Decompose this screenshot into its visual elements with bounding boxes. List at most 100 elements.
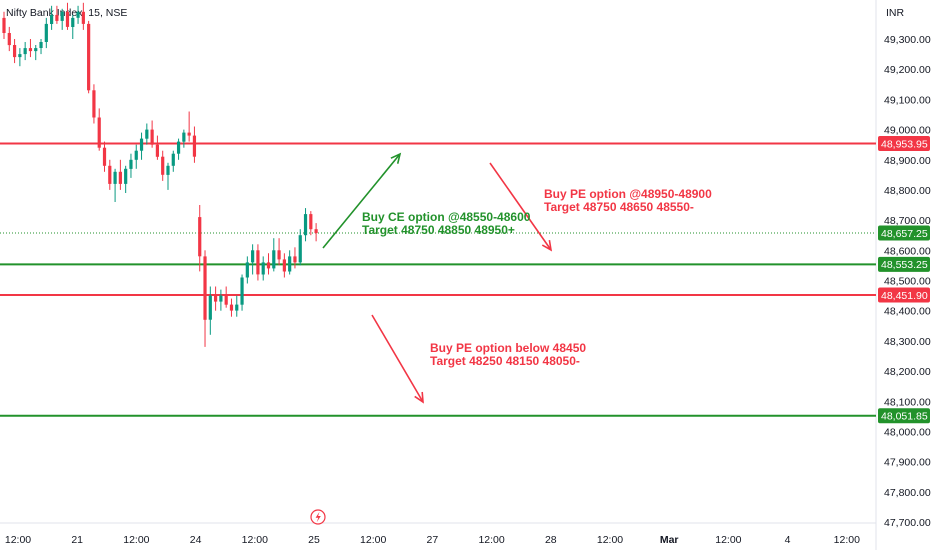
candle-body — [18, 54, 22, 58]
candle-body — [155, 144, 160, 157]
time-tick-label: 25 — [308, 534, 320, 546]
price-tick-label: 48,800.00 — [884, 185, 931, 197]
candle-body — [203, 256, 207, 320]
price-badge-label: 48,553.25 — [881, 259, 928, 271]
time-tick-label: 12:00 — [360, 534, 386, 546]
candle-body — [145, 129, 149, 139]
candle-body — [198, 217, 202, 257]
price-tick-label: 47,900.00 — [884, 457, 931, 469]
candle-body — [108, 165, 112, 184]
annotation-text: Target 48250 48150 48050- — [430, 354, 580, 368]
price-tick-label: 49,100.00 — [884, 94, 931, 106]
candle-body — [118, 171, 122, 184]
candle-body — [224, 295, 228, 305]
time-tick-label: 12:00 — [242, 534, 268, 546]
candle-body — [81, 11, 85, 24]
candle-body — [60, 11, 64, 21]
candle-body — [76, 11, 80, 18]
lightning-icon[interactable] — [310, 509, 326, 525]
candle-body — [139, 138, 144, 151]
candle-body — [39, 42, 43, 48]
candles — [2, 2, 318, 347]
candle-body — [44, 23, 48, 42]
candle-body — [28, 48, 33, 52]
arrow-head — [414, 391, 424, 404]
candle-body — [23, 48, 27, 55]
time-tick-label: 21 — [71, 534, 83, 546]
candle-body — [266, 262, 271, 269]
annotation-text: Buy CE option @48550-48600 — [362, 210, 531, 224]
price-tick-label: 49,200.00 — [884, 64, 931, 76]
candle-body — [214, 295, 218, 302]
candle-body — [314, 229, 318, 234]
time-tick-label: 12:00 — [5, 534, 31, 546]
time-tick-label: 12:00 — [715, 534, 741, 546]
price-tick-label: 49,000.00 — [884, 125, 931, 137]
price-tick-label: 48,900.00 — [884, 155, 931, 167]
candle-body — [65, 11, 70, 27]
price-axis: 49,300.0049,200.0049,100.0049,000.0048,9… — [884, 34, 931, 529]
candle-body — [293, 256, 297, 263]
annotation-text: Target 48750 48650 48550- — [544, 200, 694, 214]
price-tick-label: 48,100.00 — [884, 396, 931, 408]
arrow-head — [541, 239, 553, 252]
price-tick-label: 48,700.00 — [884, 215, 931, 227]
price-tick-label: 48,200.00 — [884, 366, 931, 378]
candle-body — [71, 17, 75, 27]
time-tick-label: 27 — [427, 534, 439, 546]
candle-body — [92, 90, 96, 118]
candle-body — [288, 256, 292, 272]
candle-body — [192, 135, 197, 157]
candle-body — [182, 132, 186, 142]
arrow-head — [390, 152, 402, 164]
candle-body — [235, 304, 239, 311]
candle-body — [261, 262, 265, 275]
candle-body — [282, 259, 286, 272]
price-badge-label: 48,657.25 — [881, 228, 928, 240]
candle-body — [229, 304, 234, 311]
price-badge-label: 48,451.90 — [881, 290, 928, 302]
arrow-shaft — [489, 162, 552, 251]
time-tick-label: 12:00 — [597, 534, 623, 546]
candle-body — [124, 168, 128, 184]
time-tick-label: 12:00 — [834, 534, 860, 546]
candle-body — [55, 14, 59, 21]
candle-body — [102, 147, 107, 166]
price-badge — [878, 136, 930, 151]
candle-body — [34, 48, 38, 52]
level-lines — [0, 142, 876, 417]
candle-body — [150, 129, 154, 145]
candle-body — [256, 250, 260, 275]
candle-body — [134, 150, 138, 160]
time-tick-label: 4 — [785, 534, 791, 546]
candle-body — [12, 45, 17, 58]
candle-body — [309, 214, 313, 230]
price-tick-label: 47,700.00 — [884, 517, 931, 529]
price-badge-label: 48,051.85 — [881, 411, 928, 423]
candle-body — [166, 165, 170, 175]
candle-body — [298, 235, 302, 263]
trade-arrows — [322, 152, 553, 404]
candle-body — [176, 141, 181, 154]
candle-body — [245, 262, 249, 278]
candle-body — [129, 159, 133, 169]
price-tick-label: 48,000.00 — [884, 426, 931, 438]
time-axis: 12:00 21 12:00 24 12:00 25 12:00 27 12:00 28 12:00… — [5, 534, 860, 546]
price-badge — [878, 287, 930, 303]
arrow-shaft — [371, 314, 424, 403]
time-tick-label: Mar — [660, 534, 679, 546]
candle-body — [171, 153, 175, 166]
candle-body — [272, 250, 276, 269]
price-tick-label: 48,400.00 — [884, 306, 931, 318]
candle-body — [208, 295, 212, 320]
annotation-text: Target 48750 48850 48950+ — [362, 223, 515, 237]
price-badge — [878, 225, 930, 241]
price-tick-label: 47,800.00 — [884, 487, 931, 499]
candle-body — [161, 156, 165, 175]
candle-body — [219, 295, 223, 302]
arrow-shaft — [322, 153, 401, 249]
candle-body — [277, 250, 281, 260]
price-tick-label: 48,300.00 — [884, 336, 931, 348]
candle-body — [87, 23, 91, 91]
